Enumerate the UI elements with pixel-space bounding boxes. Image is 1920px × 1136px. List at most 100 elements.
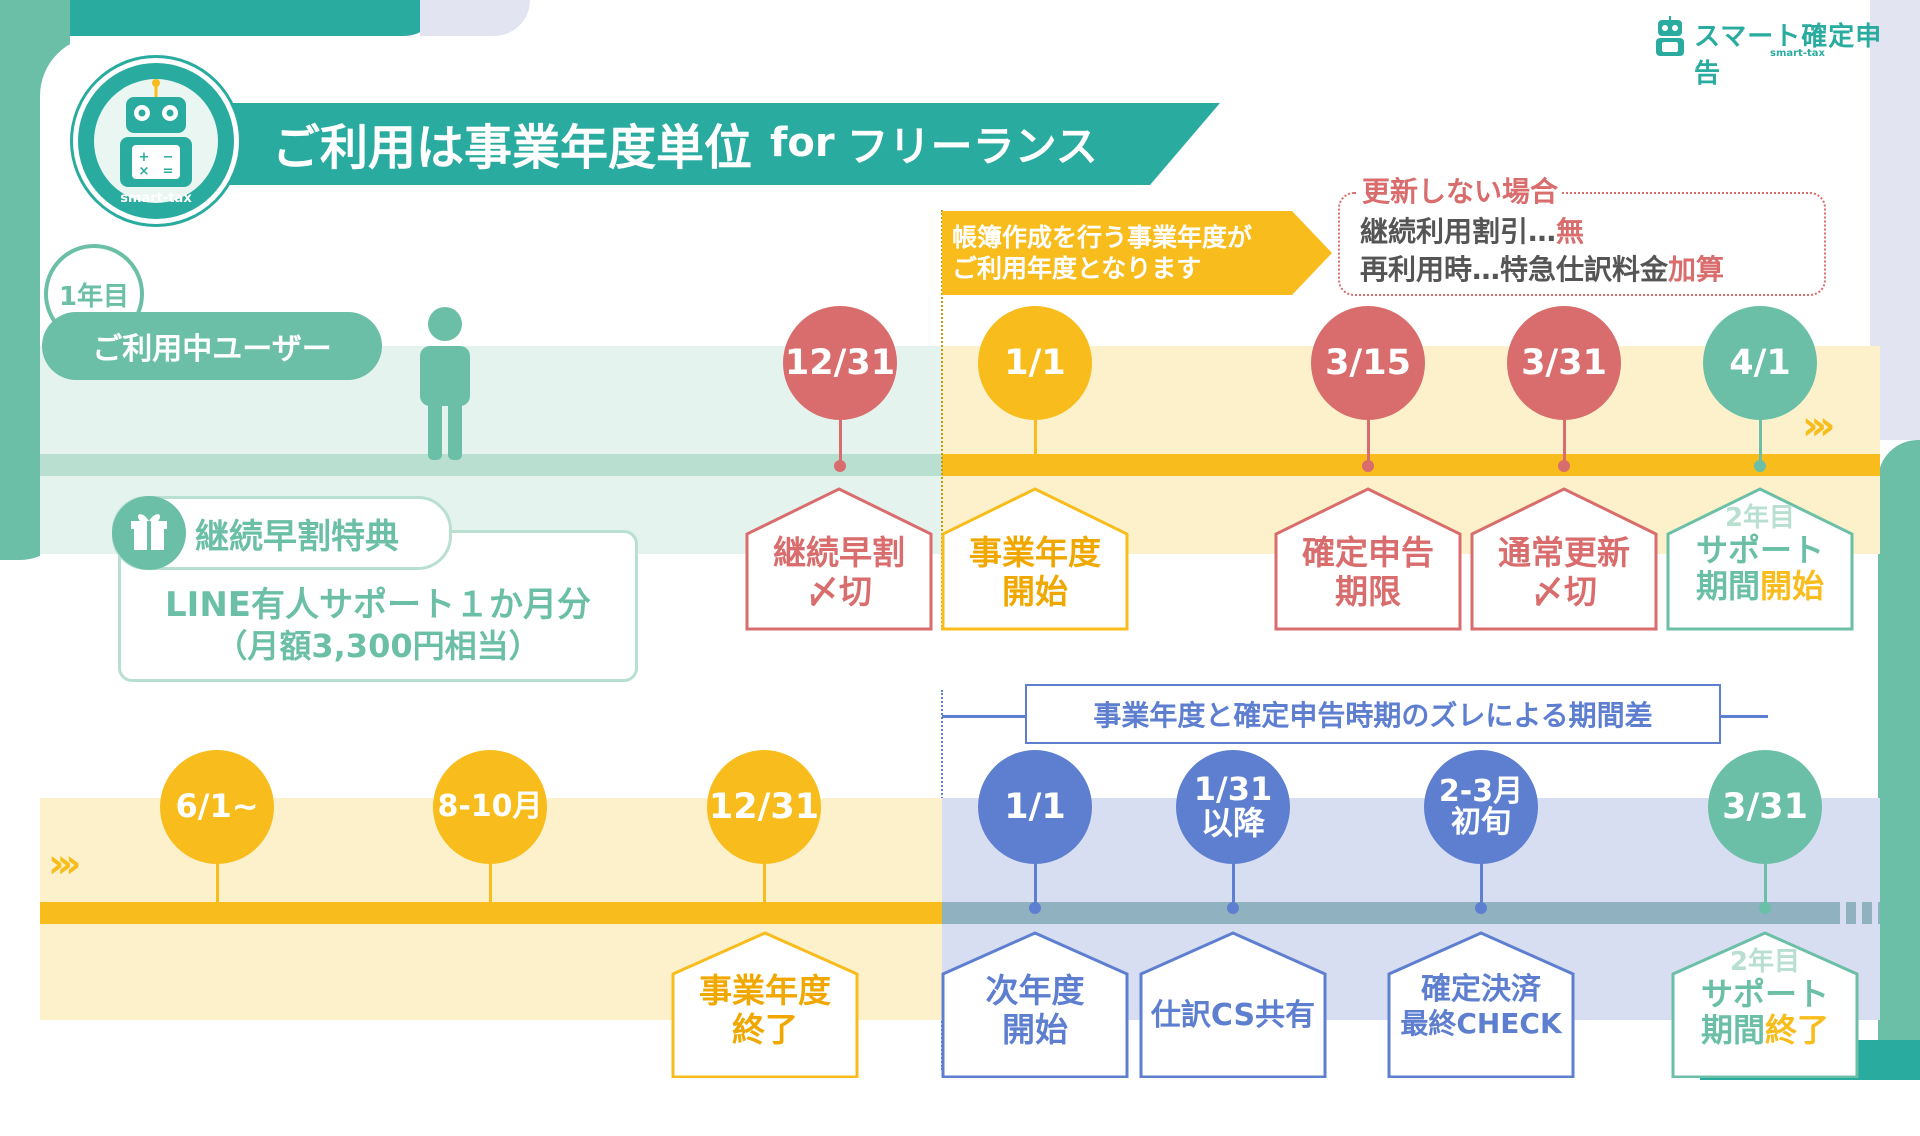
pin-dot (758, 902, 770, 914)
bottom-pin-0203: 2-3月 初旬 (1421, 750, 1541, 914)
pin-circle: 1/1 (978, 306, 1092, 420)
pin-stem (1033, 864, 1037, 904)
no-renew-line-1-value: 無 (1556, 215, 1585, 248)
pin-date: 3/31 (1722, 786, 1808, 827)
top-pin-0315: 3/15 (1308, 306, 1428, 472)
house-line-1: 事業年度 (699, 971, 831, 1010)
bg-deco-top-left (0, 0, 440, 36)
top-pin-0101: 1/1 (975, 306, 1095, 472)
user-label: ご利用中ユーザー (92, 332, 332, 367)
pin-stem (1033, 420, 1037, 462)
top-house-0401: 2年目 サポート 期間開始 (1665, 486, 1855, 632)
page-title-for: for (770, 120, 835, 166)
bottom-chevrons-icon: ››› (48, 841, 82, 887)
top-pin-1231: 12/31 (780, 306, 900, 472)
pin-date: 3/15 (1325, 342, 1411, 383)
pin-date: 12/31 (708, 786, 820, 827)
bottom-pin-0810: 8-10月 (430, 750, 550, 914)
house-text: 2年目 サポート 期間開始 (1665, 503, 1855, 605)
no-renew-line-1: 継続利用割引…無 (1360, 210, 1584, 250)
pin-stem (1231, 864, 1235, 904)
callout-line-1: 帳簿作成を行う事業年度が (952, 223, 1253, 252)
pin-date: 12/31 (784, 342, 896, 383)
pin-dot (1362, 460, 1374, 472)
house-line-1: 継続早割 (773, 533, 905, 572)
callout-line-2: ご利用年度となります (952, 254, 1202, 284)
pin-stem (1366, 420, 1370, 462)
bottom-line-dashes (1830, 902, 1880, 924)
house-line-2: 期間終了 (1670, 1010, 1860, 1049)
house-line-1: 確定申告 (1302, 533, 1434, 572)
pin-circle: 8-10月 (433, 750, 547, 864)
pin-dot (1475, 902, 1487, 914)
house-line-1: サポート (1695, 531, 1824, 570)
robot-logo-icon (1656, 16, 1684, 56)
bottom-line-teal (942, 902, 1830, 924)
top-line-green (40, 454, 942, 476)
house-text: 仕訳CS共有 (1138, 998, 1328, 1033)
house-line-1: 事業年度 (969, 533, 1101, 572)
top-pin-0331: 3/31 (1504, 306, 1624, 472)
pin-stem (1479, 864, 1483, 904)
pin-stem (1763, 864, 1767, 904)
fiscal-divider-top (941, 210, 943, 630)
pin-date-line-1: 2-3月 (1438, 773, 1524, 809)
pin-date-line-2: 初旬 (1451, 805, 1511, 840)
pin-dot (484, 902, 496, 914)
pin-dot (1754, 460, 1766, 472)
gap-label-box: 事業年度と確定申告時期のズレによる期間差 (1025, 684, 1721, 744)
svg-text:=: = (163, 164, 174, 179)
house-line-1: 通常更新 (1498, 533, 1630, 572)
pin-date: 4/1 (1729, 342, 1791, 383)
pin-stem (215, 864, 219, 904)
house-line-2: 期間開始 (1665, 568, 1855, 605)
house-text: 2年目 サポート 期間終了 (1670, 947, 1860, 1049)
bottom-house-0101: 次年度 開始 (940, 930, 1130, 1079)
top-house-1231: 継続早割 〆切 (744, 486, 934, 632)
callout-text: 帳簿作成を行う事業年度が ご利用年度となります (952, 222, 1252, 285)
pin-stem (838, 420, 842, 462)
pin-dot (834, 460, 846, 472)
pin-dot (1227, 902, 1239, 914)
bottom-house-1231: 事業年度 終了 (670, 930, 860, 1079)
svg-text:+: + (139, 150, 150, 165)
bottom-house-0331: 2年目 サポート 期間終了 (1670, 930, 1860, 1079)
top-line-yellow (942, 454, 1880, 476)
no-renew-line-2-text: 再利用時…特急仕訳料金 (1360, 253, 1669, 286)
house-line-1: 仕訳CS共有 (1150, 998, 1316, 1033)
brand-logo: スマート確定申告 smart-tax (1650, 14, 1900, 89)
bottom-house-0131: 仕訳CS共有 (1138, 930, 1328, 1079)
house-line-1: 次年度 (985, 971, 1085, 1010)
svg-text:×: × (139, 164, 150, 179)
pin-circle: 2-3月 初旬 (1424, 750, 1538, 864)
house-text: 次年度 開始 (940, 971, 1130, 1050)
pin-date-line-2: 以降 (1200, 804, 1265, 842)
robot-badge: + − × = smart-tax (73, 58, 239, 224)
robot-badge-label: smart-tax (120, 191, 192, 206)
top-house-0315: 確定申告 期限 (1273, 486, 1463, 632)
house-text: 確定決済 最終CHECK (1386, 972, 1576, 1040)
robot-icon: + − × = (94, 79, 218, 203)
house-line-1: 確定決済 (1421, 972, 1541, 1007)
page-title-main: ご利用は事業年度単位 (272, 120, 753, 176)
pin-circle: 3/31 (1708, 750, 1822, 864)
pin-circle: 1/1 (978, 750, 1092, 864)
pin-stem (1562, 420, 1566, 462)
bonus-title: 継続早割特典 (195, 517, 399, 557)
top-pin-0401: 4/1 (1700, 306, 1820, 472)
house-line-2: 期限 (1335, 571, 1401, 611)
top-house-0101: 事業年度 開始 (940, 486, 1130, 632)
gift-icon-circle (112, 496, 186, 570)
pin-circle: 12/31 (783, 306, 897, 420)
house-line-2: 〆切 (1531, 571, 1597, 611)
pin-stem (1758, 420, 1762, 462)
pin-dot (1029, 902, 1041, 914)
pin-stem (488, 864, 492, 904)
house-line-2-text: 期間 (1700, 1010, 1765, 1049)
bottom-pin-0101: 1/1 (975, 750, 1095, 914)
pin-date: 8-10月 (437, 789, 543, 825)
bottom-pin-0601: 6/1~ (157, 750, 277, 914)
house-text: 通常更新 〆切 (1469, 533, 1659, 612)
house-line-2: 開始 (1002, 1009, 1068, 1049)
callout-arrow (942, 211, 1332, 295)
